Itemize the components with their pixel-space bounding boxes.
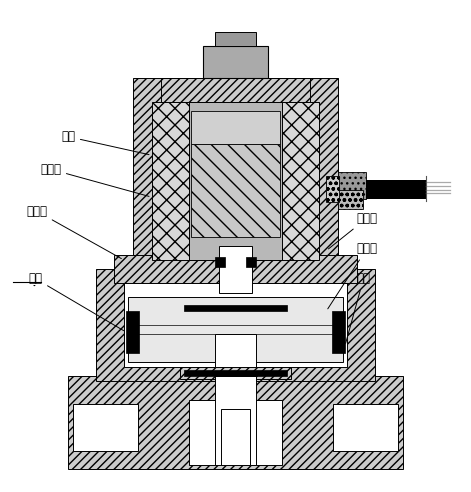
Bar <box>184 305 287 311</box>
Bar <box>124 283 347 367</box>
Bar <box>73 404 138 451</box>
Bar <box>179 367 292 379</box>
Bar <box>215 32 256 46</box>
Bar <box>215 376 256 465</box>
Bar <box>152 102 226 260</box>
Text: 动铁芯: 动铁芯 <box>40 163 149 196</box>
Bar <box>96 269 375 381</box>
Bar <box>184 370 287 376</box>
Bar <box>189 400 282 465</box>
Bar <box>215 335 256 367</box>
Bar <box>129 297 342 363</box>
Text: 线圈: 线圈 <box>61 130 149 154</box>
Bar <box>366 180 426 199</box>
Text: 先导孔: 先导孔 <box>26 205 122 259</box>
Bar <box>191 111 280 144</box>
Bar <box>245 102 319 260</box>
Bar <box>133 78 338 274</box>
Text: 阀体: 阀体 <box>346 272 371 343</box>
Bar <box>220 409 251 465</box>
Text: 活塞: 活塞 <box>28 272 124 331</box>
Bar <box>191 144 280 237</box>
Bar <box>161 78 310 102</box>
Bar <box>219 246 252 293</box>
Bar <box>338 172 366 199</box>
Bar <box>114 255 357 283</box>
Bar <box>332 311 345 353</box>
Text: 活塞环: 活塞环 <box>328 242 378 309</box>
Bar <box>326 176 339 202</box>
Bar <box>68 376 403 469</box>
Bar <box>333 404 398 451</box>
Bar <box>215 257 225 267</box>
Text: 节流孔: 节流孔 <box>328 212 378 249</box>
Bar <box>338 190 364 209</box>
Bar <box>246 257 256 267</box>
Bar <box>126 311 139 353</box>
Bar <box>189 102 282 260</box>
Bar <box>203 46 268 78</box>
